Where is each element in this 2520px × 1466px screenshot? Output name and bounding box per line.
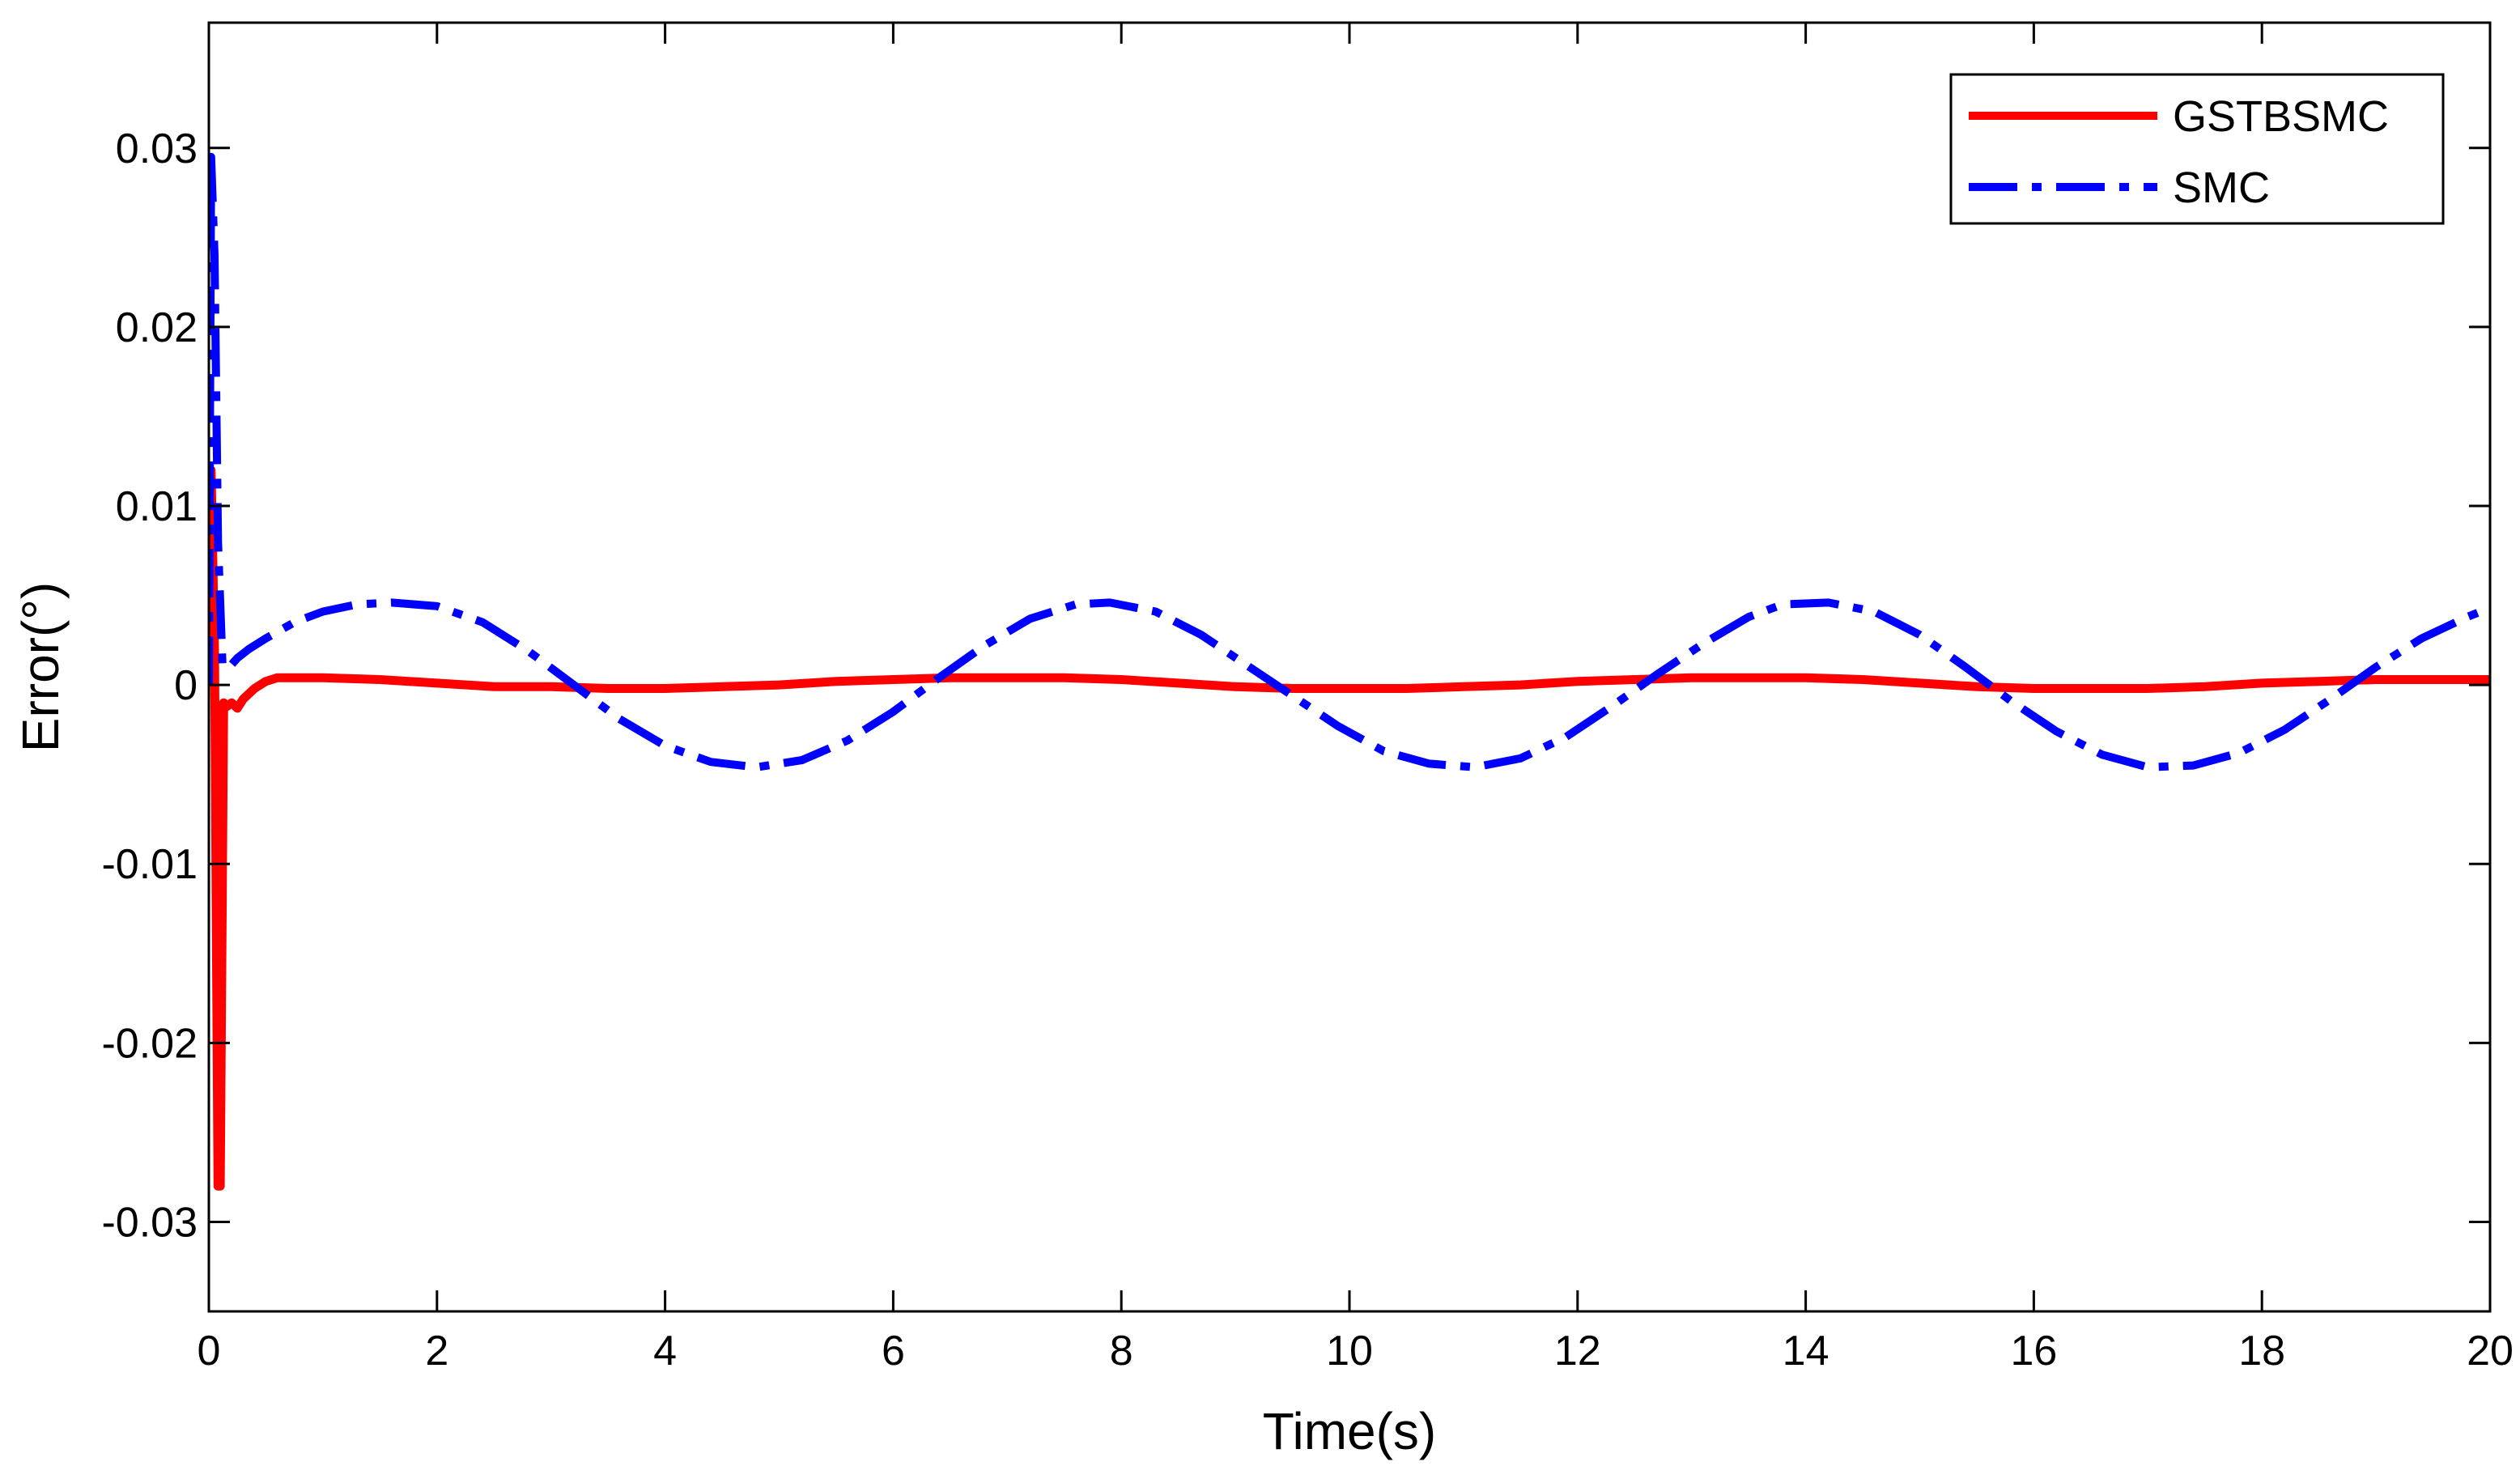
legend-label-gstbsmc: GSTBSMC (2173, 92, 2389, 141)
y-tick-label: -0.02 (101, 1020, 198, 1067)
legend-box (1949, 73, 2445, 225)
series-line-gstbsmc (209, 465, 2490, 1191)
y-tick-label: 0.02 (116, 304, 198, 351)
y-tick-label: -0.01 (101, 841, 198, 888)
y-tick-label: 0 (174, 662, 198, 709)
series-line-smc (209, 152, 2490, 771)
x-tick-label: 8 (1110, 1328, 1133, 1375)
x-tick-label: 2 (425, 1328, 448, 1375)
x-tick-label: 20 (2467, 1328, 2514, 1375)
y-tick-label: 0.01 (116, 483, 198, 530)
y-axis-label: Error(°) (11, 582, 70, 752)
x-tick-label: 10 (1326, 1328, 1373, 1375)
x-tick-label: 12 (1554, 1328, 1601, 1375)
x-tick-label: 6 (882, 1328, 905, 1375)
x-axis-label: Time(s) (1263, 1402, 1436, 1460)
x-tick-label: 14 (1783, 1328, 1829, 1375)
legend-label-smc: SMC (2173, 164, 2270, 212)
x-tick-label: 18 (2238, 1328, 2285, 1375)
y-tick-label: 0.03 (116, 125, 198, 172)
x-axis: 0 2 4 6 8 10 12 14 16 18 20 (198, 23, 2514, 1375)
y-axis: -0.03 -0.02 -0.01 0 0.01 0.02 0.03 (101, 125, 2490, 1246)
legend: GSTBSMC SMC (1949, 73, 2445, 225)
x-tick-label: 16 (2010, 1328, 2057, 1375)
x-tick-label: 4 (653, 1328, 677, 1375)
x-tick-label: 0 (198, 1328, 221, 1375)
y-tick-label: -0.03 (101, 1199, 198, 1246)
series-layer (209, 152, 2490, 1191)
